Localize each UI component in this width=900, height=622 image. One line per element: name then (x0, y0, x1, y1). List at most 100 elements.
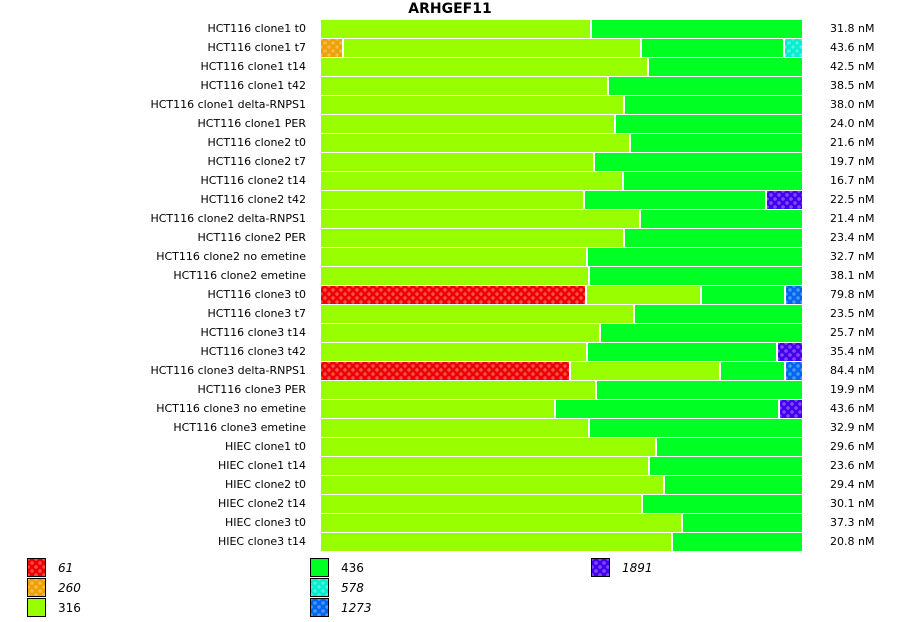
bar-segment-436 (597, 381, 802, 399)
stacked-bar (321, 153, 802, 171)
row-total-value: 23.5 nM (830, 307, 875, 320)
row-label: HCT116 clone3 t0 (207, 288, 306, 301)
row-label: HCT116 clone1 t42 (200, 79, 306, 92)
bar-segment-436 (588, 343, 776, 361)
bar-segment-436 (625, 229, 802, 247)
bar-segment-316 (321, 533, 671, 551)
bar-segment-316 (321, 267, 588, 285)
bar-segment-316 (321, 210, 639, 228)
bar-segment-436 (702, 286, 784, 304)
row-label: HCT116 clone3 delta-RNPS1 (150, 364, 306, 377)
row-label: HCT116 clone3 t7 (207, 307, 306, 320)
bar-segment-316 (321, 20, 590, 38)
bar-segment-436 (641, 210, 802, 228)
row-total-value: 21.4 nM (830, 212, 875, 225)
row-label: HCT116 clone1 delta-RNPS1 (150, 98, 306, 111)
bar-segment-436 (592, 20, 802, 38)
bar-segment-316 (321, 58, 647, 76)
bar-segment-436 (657, 438, 802, 456)
stacked-bar (321, 514, 802, 532)
legend-swatch (27, 578, 46, 597)
row-total-value: 32.9 nM (830, 421, 875, 434)
row-label: HIEC clone1 t14 (217, 459, 306, 472)
bar-segment-316 (321, 514, 681, 532)
bar-segment-316 (321, 324, 599, 342)
row-total-value: 32.7 nM (830, 250, 875, 263)
row-total-value: 16.7 nM (830, 174, 875, 187)
row-label: HCT116 clone1 t7 (207, 41, 306, 54)
bar-row: HCT116 clone3 no emetine 43.6 nM (0, 400, 900, 419)
row-label: HIEC clone1 t0 (224, 440, 306, 453)
row-total-value: 35.4 nM (830, 345, 875, 358)
bar-row: HCT116 clone3 t42 35.4 nM (0, 343, 900, 362)
row-total-value: 37.3 nM (830, 516, 875, 529)
legend-label: 1891 (622, 561, 653, 575)
row-label: HCT116 clone2 t7 (207, 155, 306, 168)
bar-segment-578 (785, 39, 802, 57)
stacked-bar (321, 400, 802, 418)
row-label: HCT116 clone2 t14 (200, 174, 306, 187)
row-total-value: 79.8 nM (830, 288, 875, 301)
bar-segment-61 (321, 286, 585, 304)
stacked-bar (321, 134, 802, 152)
row-total-value: 19.7 nM (830, 155, 875, 168)
bar-segment-436 (683, 514, 802, 532)
row-total-value: 43.6 nM (830, 402, 875, 415)
bar-segment-316 (321, 134, 629, 152)
bar-row: HCT116 clone2 no emetine 32.7 nM (0, 248, 900, 267)
bar-row: HCT116 clone1 t0 31.8 nM (0, 20, 900, 39)
legend-swatch (591, 558, 610, 577)
bar-segment-1273 (786, 362, 802, 380)
bar-segment-316 (321, 153, 593, 171)
row-label: HCT116 clone1 t0 (207, 22, 306, 35)
bar-row: HCT116 clone1 delta-RNPS1 38.0 nM (0, 96, 900, 115)
bar-segment-436 (642, 39, 783, 57)
bar-segment-436 (721, 362, 784, 380)
stacked-bar (321, 495, 802, 513)
bar-row: HIEC clone2 t14 30.1 nM (0, 495, 900, 514)
bar-segment-436 (585, 191, 765, 209)
row-total-value: 29.4 nM (830, 478, 875, 491)
row-label: HCT116 clone2 delta-RNPS1 (150, 212, 306, 225)
bar-segment-316 (321, 476, 663, 494)
stacked-bar (321, 77, 802, 95)
bar-segment-436 (643, 495, 802, 513)
row-label: HCT116 clone2 PER (197, 231, 306, 244)
bar-segment-1273 (786, 286, 802, 304)
bar-segment-436 (601, 324, 802, 342)
stacked-bar (321, 115, 802, 133)
bar-segment-316 (321, 191, 583, 209)
bar-row: HCT116 clone2 delta-RNPS1 21.4 nM (0, 210, 900, 229)
bar-segment-436 (590, 267, 802, 285)
stacked-bar (321, 248, 802, 266)
stacked-bar (321, 476, 802, 494)
bar-segment-316 (321, 172, 622, 190)
legend-swatch (310, 598, 329, 617)
stacked-bar (321, 362, 802, 380)
row-total-value: 20.8 nM (830, 535, 875, 548)
row-total-value: 84.4 nM (830, 364, 875, 377)
bar-segment-436 (631, 134, 802, 152)
bar-segment-316 (321, 229, 623, 247)
bar-row: HCT116 clone2 t14 16.7 nM (0, 172, 900, 191)
row-total-value: 25.7 nM (830, 326, 875, 339)
row-label: HCT116 clone3 emetine (173, 421, 306, 434)
stacked-bar (321, 172, 802, 190)
row-label: HCT116 clone3 no emetine (156, 402, 306, 415)
stacked-bar (321, 191, 802, 209)
bar-row: HCT116 clone1 t7 43.6 nM (0, 39, 900, 58)
bar-segment-436 (625, 96, 802, 114)
bar-segment-316 (321, 115, 614, 133)
bar-segment-1891 (767, 191, 802, 209)
legend-label: 260 (58, 581, 81, 595)
bar-row: HIEC clone3 t0 37.3 nM (0, 514, 900, 533)
bar-row: HCT116 clone2 emetine 38.1 nM (0, 267, 900, 286)
row-total-value: 29.6 nM (830, 440, 875, 453)
row-label: HCT116 clone3 t42 (200, 345, 306, 358)
legend-label: 436 (341, 561, 364, 575)
bar-segment-316 (321, 438, 655, 456)
legend-swatch (310, 578, 329, 597)
row-total-value: 19.9 nM (830, 383, 875, 396)
stacked-bar (321, 210, 802, 228)
row-label: HIEC clone2 t14 (217, 497, 306, 510)
